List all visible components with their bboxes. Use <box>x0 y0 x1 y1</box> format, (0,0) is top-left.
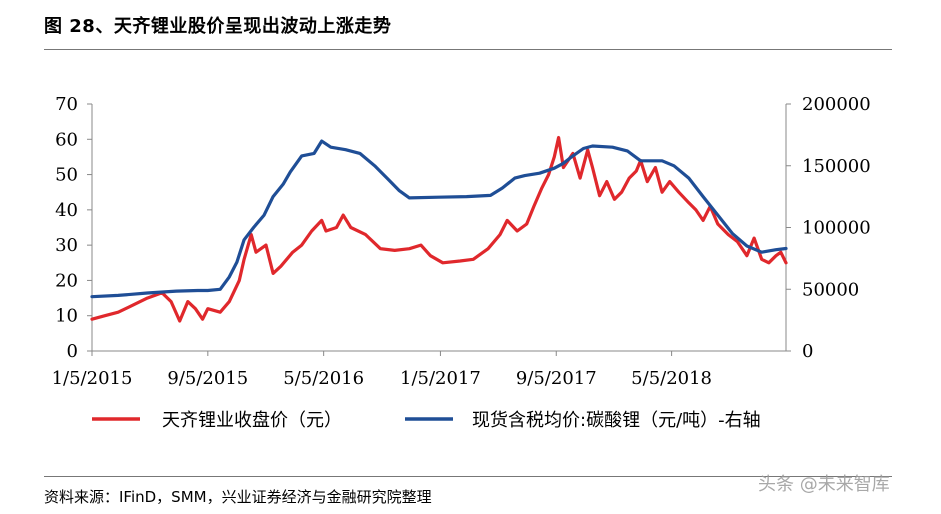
left-tick-label: 70 <box>55 94 78 115</box>
left-tick-label: 50 <box>55 165 78 186</box>
legend-label-lithium: 现货含税均价:碳酸锂（元/吨）-右轴 <box>472 410 761 431</box>
series-layer <box>90 135 788 323</box>
left-tick-label: 10 <box>55 306 78 327</box>
source-rule <box>44 476 892 477</box>
legend-label-stock: 天齐锂业收盘价（元） <box>162 410 342 431</box>
x-tick-label: 5/5/2016 <box>283 368 364 389</box>
lithium-carbonate-price-line <box>90 139 788 299</box>
left-tick-label: 0 <box>67 341 78 362</box>
x-tick-label: 1/5/2015 <box>52 368 133 389</box>
figure-title: 图 28、天齐锂业股价呈现出波动上涨走势 <box>44 16 392 37</box>
left-tick-label: 30 <box>55 235 78 256</box>
legend: 天齐锂业收盘价（元） 现货含税均价:碳酸锂（元/吨）-右轴 <box>92 410 761 431</box>
right-tick-label: 200000 <box>802 94 871 115</box>
source-note: 资料来源：IFinD，SMM，兴业证券经济与金融研究院整理 <box>44 488 432 506</box>
left-tick-label: 40 <box>55 200 78 221</box>
left-tick-label: 20 <box>55 270 78 291</box>
left-tick-label: 60 <box>55 129 78 150</box>
x-tick-label: 5/5/2018 <box>631 368 712 389</box>
watermark: 头条 @未来智库 <box>758 474 890 495</box>
stock-price-line <box>90 135 788 323</box>
right-tick-label: 50000 <box>802 279 859 300</box>
right-tick-label: 0 <box>802 341 813 362</box>
right-tick-label: 150000 <box>802 156 871 177</box>
x-tick-label: 9/5/2017 <box>516 368 597 389</box>
axes-layer: 0 10 20 30 40 50 60 70 0 50000 100000 150000 200000 1… <box>52 94 871 389</box>
title-rule <box>44 49 892 50</box>
x-tick-label: 1/5/2017 <box>400 368 481 389</box>
right-tick-label: 100000 <box>802 218 871 239</box>
x-tick-label: 9/5/2015 <box>167 368 248 389</box>
